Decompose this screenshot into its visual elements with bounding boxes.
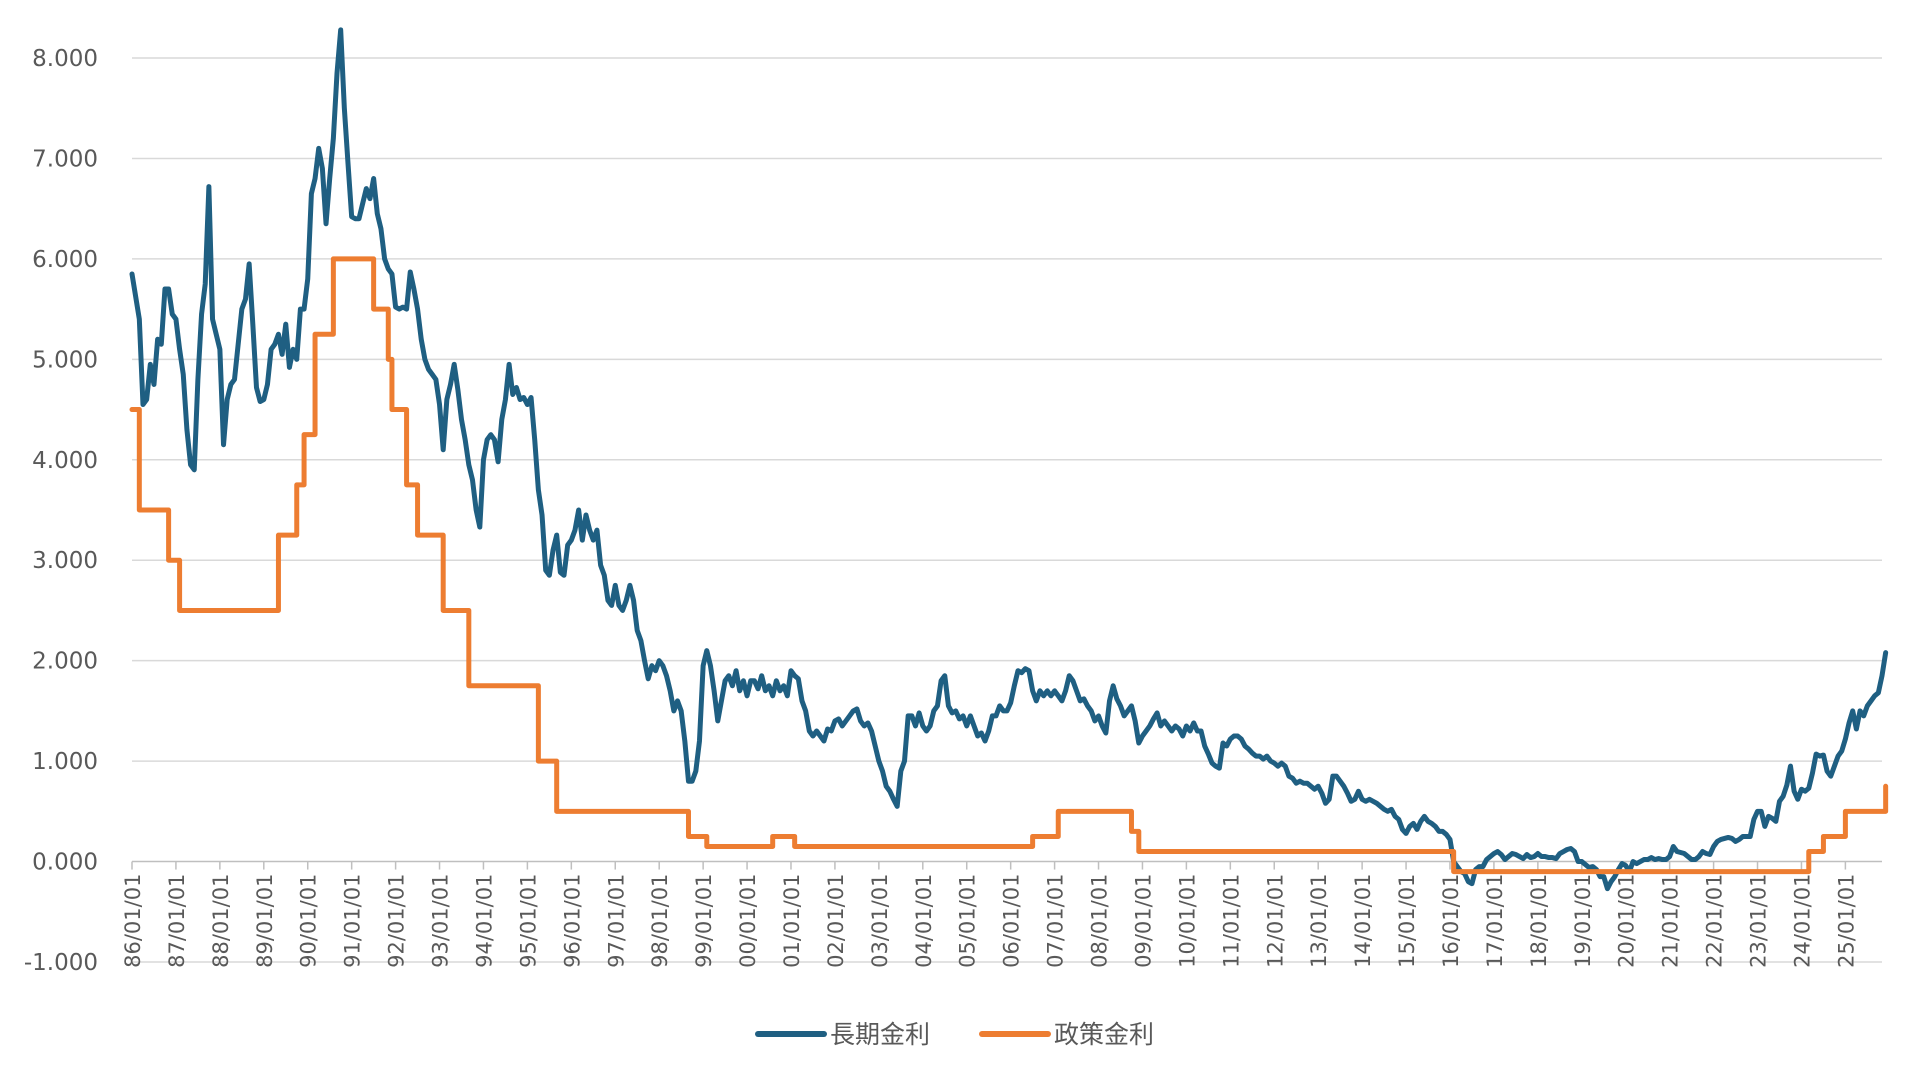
y-tick-label: 5.000: [32, 347, 98, 373]
y-tick-label: 2.000: [32, 649, 98, 675]
x-tick-label: 20/01/01: [1615, 874, 1639, 968]
series-lines: [129, 27, 1889, 892]
x-tick-label: 86/01/01: [121, 874, 145, 968]
x-tick-label: 06/01/01: [1000, 874, 1024, 968]
x-tick-label: 92/01/01: [385, 874, 409, 968]
y-tick-label: 6.000: [32, 247, 98, 273]
x-tick-label: 87/01/01: [165, 874, 189, 968]
y-tick-label: 3.000: [32, 548, 98, 574]
x-tick-label: 96/01/01: [560, 874, 584, 968]
x-tick-label: 12/01/01: [1263, 874, 1287, 968]
x-tick-label: 93/01/01: [429, 874, 453, 968]
x-tick-label: 98/01/01: [648, 874, 672, 968]
x-tick-label: 05/01/01: [956, 874, 980, 968]
series-line-2: [129, 256, 1889, 875]
x-tick-label: 89/01/01: [253, 874, 277, 968]
x-tick-label: 21/01/01: [1659, 874, 1683, 968]
y-tick-label: 0.000: [32, 850, 98, 876]
x-tick-label: 14/01/01: [1351, 874, 1375, 968]
x-tick-label: 97/01/01: [604, 874, 628, 968]
y-axis: 8.000 7.000 6.000 5.000 4.000 3.000 2.000 1.000…: [24, 46, 98, 976]
x-tick-label: 19/01/01: [1571, 874, 1595, 968]
x-tick-label: 00/01/01: [736, 874, 760, 968]
x-axis: 86/01/01 87/01/01 88/01/01 89/01/01 90/01/01…: [121, 860, 1882, 968]
x-tick-label: 88/01/01: [209, 874, 233, 968]
y-tick-label: 7.000: [32, 146, 98, 172]
x-tick-label: 17/01/01: [1483, 874, 1507, 968]
x-tick-label: 24/01/01: [1790, 874, 1814, 968]
x-tick-label: 23/01/01: [1747, 874, 1771, 968]
x-tick-label: 94/01/01: [472, 874, 496, 968]
y-tick-label: 1.000: [32, 749, 98, 775]
legend-label: 政策金利: [1054, 1020, 1154, 1049]
x-tick-label: 10/01/01: [1175, 874, 1199, 968]
x-tick-label: 09/01/01: [1131, 874, 1155, 968]
y-tick-label: 4.000: [32, 448, 98, 474]
legend: 長期金利 政策金利: [755, 1020, 1154, 1049]
x-tick-label: 03/01/01: [868, 874, 892, 968]
x-tick-label: 01/01/01: [780, 874, 804, 968]
x-tick-label: 15/01/01: [1395, 874, 1419, 968]
y-tick-label: 8.000: [32, 46, 98, 72]
x-tick-label: 08/01/01: [1088, 874, 1112, 968]
x-tick-label: 25/01/01: [1834, 874, 1858, 968]
x-tick-label: 99/01/01: [692, 874, 716, 968]
x-tick-label: 22/01/01: [1703, 874, 1727, 968]
legend-label: 長期金利: [830, 1020, 930, 1049]
x-tick-label: 16/01/01: [1439, 874, 1463, 968]
x-tick-label: 90/01/01: [297, 874, 321, 968]
x-tick-label: 11/01/01: [1219, 874, 1243, 968]
gridlines: [132, 57, 1882, 963]
x-tick-label: 07/01/01: [1044, 874, 1068, 968]
x-tick-label: 91/01/01: [341, 874, 365, 968]
y-tick-label: -1.000: [24, 950, 98, 976]
x-tick-label: 18/01/01: [1527, 874, 1551, 968]
x-tick-label: 95/01/01: [516, 874, 540, 968]
series-line-1: [129, 27, 1889, 892]
x-tick-label: 02/01/01: [824, 874, 848, 968]
x-tick-label: 04/01/01: [912, 874, 936, 968]
x-tick-label: 13/01/01: [1307, 874, 1331, 968]
